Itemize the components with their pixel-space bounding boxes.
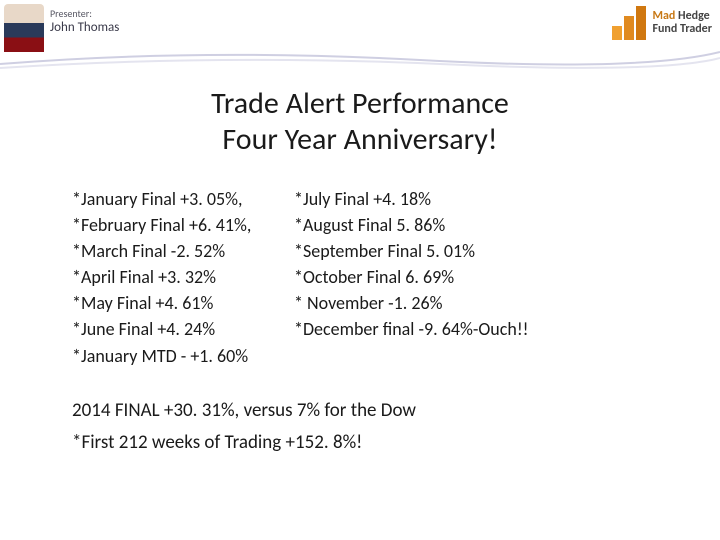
- presenter-name: John Thomas: [50, 20, 119, 36]
- list-item: *April Final +3. 32%: [72, 264, 294, 290]
- performance-columns: *January Final +3. 05%, *February Final …: [0, 186, 720, 369]
- left-column: *January Final +3. 05%, *February Final …: [72, 186, 294, 369]
- title-block: Trade Alert Performance Four Year Annive…: [0, 86, 720, 158]
- summary-line-1: 2014 FINAL +30. 31%, versus 7% for the D…: [72, 395, 720, 427]
- list-item: *September Final 5. 01%: [294, 238, 720, 264]
- presenter-text: Presenter: John Thomas: [50, 8, 119, 36]
- list-item: *March Final -2. 52%: [72, 238, 294, 264]
- title-line-1: Trade Alert Performance: [0, 86, 720, 122]
- summary-block: 2014 FINAL +30. 31%, versus 7% for the D…: [0, 395, 720, 460]
- brand-text: Mad Hedge Fund Trader: [652, 10, 712, 36]
- brand-word-mad: Mad: [652, 9, 675, 23]
- title-line-2: Four Year Anniversary!: [0, 122, 720, 158]
- list-item: * November -1. 26%: [294, 290, 720, 316]
- list-item: *January MTD - +1. 60%: [72, 343, 294, 369]
- list-item: *July Final +4. 18%: [294, 186, 720, 212]
- list-item: *August Final 5. 86%: [294, 212, 720, 238]
- summary-line-2: *First 212 weeks of Trading +152. 8%!: [72, 427, 720, 459]
- brand-word-fundtrader: Fund Trader: [652, 22, 712, 36]
- list-item: *January Final +3. 05%,: [72, 186, 294, 212]
- presenter-avatar: [4, 4, 44, 52]
- slide-header: Presenter: John Thomas Mad Hedge Fund Tr…: [0, 0, 720, 58]
- list-item: *December final -9. 64%-Ouch!!: [294, 316, 720, 342]
- right-column: *July Final +4. 18% *August Final 5. 86%…: [294, 186, 720, 369]
- brand-block: Mad Hedge Fund Trader: [612, 6, 712, 40]
- brand-word-hedge: Hedge: [678, 9, 710, 23]
- brand-bars-icon: [612, 6, 646, 40]
- list-item: *October Final 6. 69%: [294, 264, 720, 290]
- presenter-label: Presenter:: [50, 8, 119, 20]
- presenter-block: Presenter: John Thomas: [0, 4, 119, 52]
- list-item: *February Final +6. 41%,: [72, 212, 294, 238]
- list-item: *June Final +4. 24%: [72, 316, 294, 342]
- list-item: *May Final +4. 61%: [72, 290, 294, 316]
